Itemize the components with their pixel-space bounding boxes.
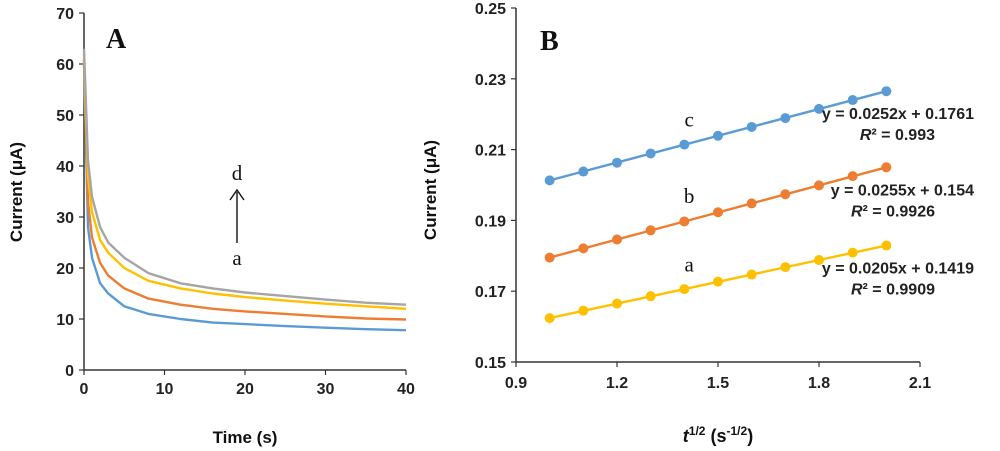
panel-b-x-tick-label: 1.8: [808, 375, 830, 392]
panel-b-point-a: [847, 247, 858, 258]
panel-b-point-c: [544, 175, 555, 186]
panel-b-chart: 0.15 0.17 0.19 0.21 0.23 0.25 0.9 1.2 1.5 1.8 2.1…: [421, 1, 974, 446]
panel-a-x-tick-label: 20: [236, 381, 254, 398]
panel-b-point-c: [780, 113, 791, 124]
panel-b-x-axis-title: t1/2 (s-1/2): [683, 424, 753, 446]
panel-b-point-c: [578, 166, 589, 177]
panel-b-x-tick-label: 1.2: [606, 375, 628, 392]
panel-b-point-b: [679, 216, 690, 227]
panel-b-r2-c: R² = 0.993: [860, 127, 935, 144]
panel-b-point-b: [814, 180, 824, 191]
arrow-head-icon: [229, 188, 245, 201]
panel-b-point-a: [746, 269, 757, 280]
panel-b-point-c: [881, 86, 892, 97]
panel-b-point-a: [881, 240, 892, 251]
panel-b-point-b: [544, 252, 555, 263]
panel-b-r2-b: R² = 0.9926: [851, 203, 935, 220]
panel-b-series-label-b: b: [684, 184, 695, 208]
panel-b-point-c: [746, 121, 757, 132]
panel-b-y-tick-label: 0.25: [475, 1, 506, 18]
panel-a-chart: 0 10 20 30 40 50 60 70 0 10 20 30 40 A Time (s) Cur…: [7, 6, 415, 447]
panel-a-y-axis-title: Current (μA): [7, 142, 26, 242]
panel-b-point-b: [612, 234, 622, 245]
panel-a-y-tick-label: 40: [56, 159, 74, 176]
panel-b-point-a: [612, 298, 622, 309]
panel-b-point-b: [881, 162, 892, 173]
panel-b-point-a: [544, 313, 555, 324]
panel-b-point-c: [645, 148, 656, 159]
panel-a-x-axis-title: Time (s): [213, 428, 278, 447]
panel-a-y-tick-label: 60: [56, 57, 74, 74]
panel-b-point-b: [746, 198, 757, 209]
panel-b-r2-a: R² = 0.9909: [851, 282, 935, 299]
panel-b-point-a: [645, 291, 656, 302]
panel-a-series-line-3: [82, 53, 407, 310]
panel-b-point-c: [713, 130, 723, 141]
panel-b-point-c: [612, 157, 622, 168]
panel-a-y-tick-label: 70: [56, 6, 74, 23]
panel-a-x-tick-label: 0: [80, 381, 89, 398]
panel-b-y-tick-label: 0.17: [475, 284, 506, 301]
panel-b-y-tick-label: 0.23: [475, 72, 506, 89]
panel-a-series-line-4: [82, 48, 407, 306]
panel-b-x-tick-label: 2.1: [909, 375, 931, 392]
panel-b-y-tick-label: 0.21: [475, 143, 506, 160]
panel-b-y-tick-label: 0.15: [475, 355, 506, 372]
panel-b-point-a: [780, 262, 791, 273]
arrow-label-bottom: a: [232, 246, 242, 270]
panel-a-y-tick-label: 10: [56, 312, 74, 329]
panel-a-x-tick-label: 10: [156, 381, 174, 398]
panel-a-y-tick-label: 0: [65, 363, 74, 380]
arrow-label-top: d: [232, 161, 243, 185]
panel-b-point-a: [679, 284, 690, 295]
panel-b-point-b: [780, 189, 791, 200]
panel-b-equation-c: y = 0.0252x + 0.1761: [822, 106, 974, 123]
panel-a-y-tick-label: 50: [56, 108, 74, 125]
panel-a-label: A: [106, 24, 127, 55]
panel-b-series-label-a: a: [685, 252, 695, 276]
panel-b-x-tick-label: 1.5: [707, 375, 729, 392]
panel-b-point-c: [847, 95, 858, 106]
panel-b-equation-b: y = 0.0255x + 0.154: [831, 182, 974, 199]
panel-a-x-tick-label: 40: [397, 381, 415, 398]
panel-b-point-c: [679, 139, 690, 150]
panel-a-series-line-2: [82, 58, 407, 321]
panel-b-point-b: [578, 243, 589, 254]
panel-b-y-axis-title: Current (μA): [421, 140, 440, 240]
panel-b-point-c: [814, 103, 824, 114]
panel-a-y-tick-label: 20: [56, 261, 74, 278]
panel-b-series-label-c: c: [685, 107, 694, 131]
panel-a-series-line-1: [82, 63, 407, 332]
panel-b-x-tick-label: 0.9: [505, 375, 527, 392]
panel-a-x-tick-label: 30: [317, 381, 335, 398]
panel-b-point-a: [814, 255, 824, 266]
panel-b-point-a: [713, 276, 723, 287]
panel-b-point-b: [847, 171, 858, 182]
panel-b-equation-a: y = 0.0205x + 0.1419: [822, 261, 974, 278]
panel-b-point-b: [645, 225, 656, 236]
panel-b-point-b: [713, 207, 723, 218]
panel-a-y-tick-label: 30: [56, 210, 74, 227]
panel-b-point-a: [578, 305, 589, 316]
panel-b-label: B: [540, 26, 559, 57]
panel-b-y-tick-label: 0.19: [475, 213, 506, 230]
